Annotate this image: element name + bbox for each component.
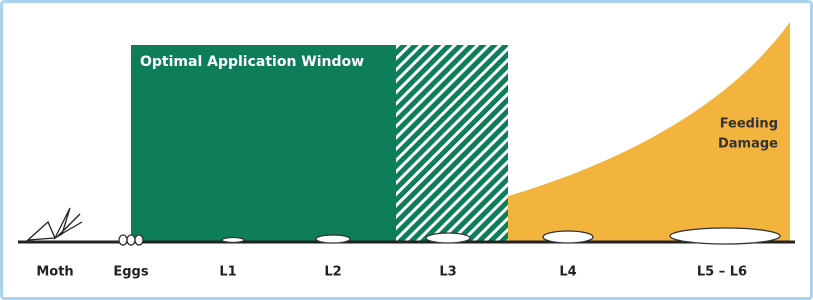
stage-label: L1 [219, 265, 236, 280]
damage-label: Damage [718, 137, 778, 152]
damage-label: Feeding [720, 117, 778, 132]
stage-label: L5 – L6 [697, 265, 747, 280]
stage-label: L2 [324, 265, 341, 280]
eggs-icon [119, 235, 143, 245]
diagram: Optimal Application Window Feeding Damag… [0, 0, 813, 300]
stage-label: L4 [559, 265, 576, 280]
stage-label: Eggs [113, 265, 148, 280]
larva-icon [670, 228, 780, 244]
larva-icon [222, 238, 244, 243]
window-hatched [396, 45, 508, 242]
stage-label: Moth [36, 265, 73, 280]
larva-icon [426, 233, 470, 243]
window-label: Optimal Application Window [140, 54, 364, 70]
window-solid [131, 45, 396, 242]
larva-icon [543, 231, 593, 243]
stage-label: L3 [439, 265, 456, 280]
larva-icon [316, 235, 350, 243]
